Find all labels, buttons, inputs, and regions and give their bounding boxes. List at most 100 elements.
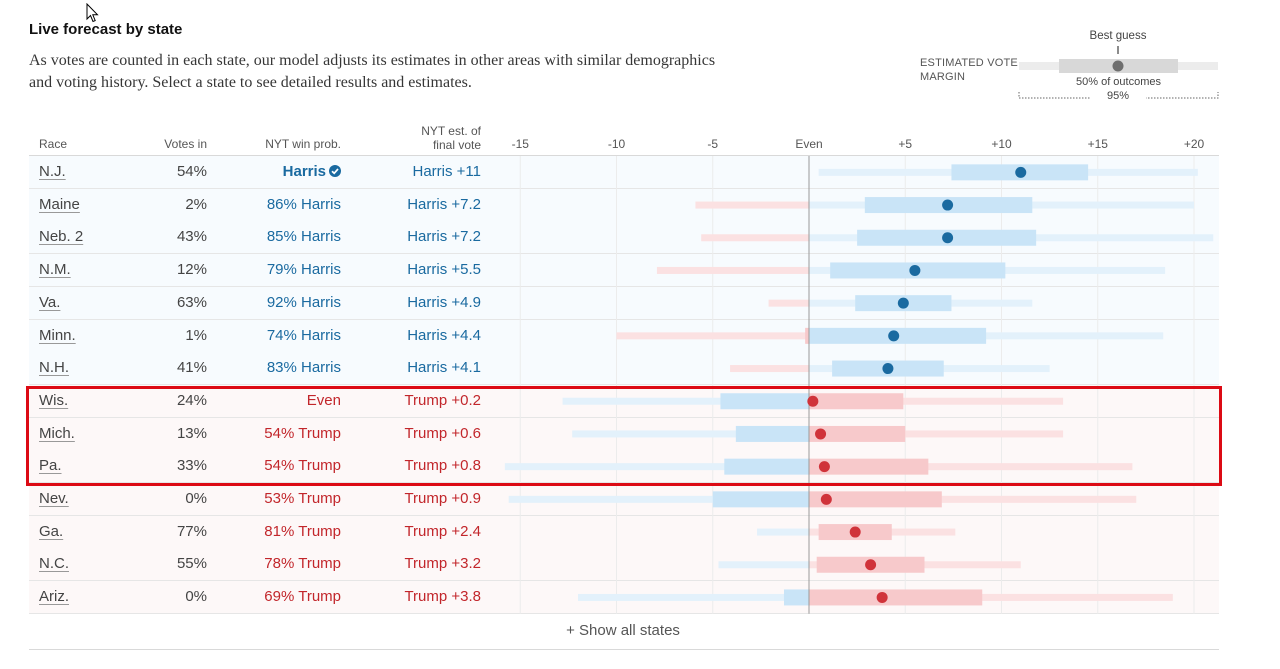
ci50-bar-trump [809, 393, 904, 410]
best-guess-dot [820, 493, 832, 505]
best-guess-dot [1015, 166, 1027, 178]
best-guess-dot [849, 526, 861, 538]
show-all-states-button[interactable]: + Show all states [566, 622, 680, 639]
votes-in-value: 77% [176, 522, 207, 540]
ci50-bar-harris [783, 589, 809, 606]
header-divider [29, 155, 1219, 156]
win-prob-value: 54% Trump [264, 457, 341, 475]
win-prob-value: Even [306, 391, 341, 409]
win-prob-value: 54% Trump [264, 424, 341, 442]
best-guess-dot [807, 395, 819, 407]
x-tick-label: -15 [512, 137, 530, 151]
x-tick-label: +10 [991, 137, 1012, 151]
best-guess-dot [818, 461, 830, 473]
race-link[interactable]: N.C. [39, 555, 69, 573]
ci95-bar-trump [809, 430, 1064, 438]
best-guess-dot [865, 559, 877, 571]
est-margin-value: Trump +0.8 [404, 457, 481, 475]
win-prob-value: Harris [283, 156, 341, 188]
col-header-est: NYT est. of final vote [421, 124, 481, 152]
race-link[interactable]: N.J. [39, 163, 66, 180]
win-prob-value: 74% Harris [266, 326, 341, 344]
votes-in-value: 12% [176, 261, 207, 279]
votes-in-value: 41% [176, 359, 207, 377]
race-link[interactable]: Wis. [39, 391, 69, 409]
votes-in-value: 1% [185, 326, 207, 344]
x-tick-label: Even [795, 137, 822, 151]
votes-in-value: 33% [176, 457, 207, 475]
ci50-bar-harris [720, 393, 809, 410]
best-guess-dot [942, 232, 954, 244]
x-tick-label: +20 [1184, 137, 1205, 151]
race-link[interactable]: N.M. [39, 261, 71, 279]
ci50-bar-harris [724, 458, 809, 475]
race-link[interactable]: Va. [39, 293, 61, 311]
race-link[interactable]: Mich. [39, 424, 75, 442]
x-tick-label: +15 [1088, 137, 1109, 151]
ci95-bar-harris [757, 528, 809, 536]
win-prob-value: 83% Harris [266, 359, 341, 377]
win-prob-value: 69% Trump [264, 588, 341, 606]
legend-best-guess: Best guess [1089, 30, 1147, 42]
est-margin-value: Harris +4.4 [407, 326, 481, 344]
est-margin-value: Trump +3.2 [404, 555, 481, 573]
votes-in-value: 24% [176, 391, 207, 409]
est-margin-value: Harris +11 [412, 163, 482, 180]
ci95-bar-trump [809, 593, 1173, 601]
est-margin-value: Harris +7.2 [407, 228, 481, 246]
col-header-est-line2: final vote [432, 138, 481, 152]
ci50-bar-trump [805, 327, 809, 344]
col-header-votes-in: Votes in [164, 137, 207, 151]
ci95-bar-trump [809, 397, 1064, 405]
race-link[interactable]: Ga. [39, 522, 64, 540]
best-guess-dot [882, 363, 894, 375]
est-margin-value: Trump +2.4 [404, 522, 481, 540]
legend-best-dot [1112, 60, 1124, 72]
votes-in-value: 43% [176, 228, 207, 246]
ci95-bar-trump [768, 299, 809, 307]
ci95-bar-harris [508, 495, 809, 503]
ci95-bar-harris [718, 561, 809, 569]
ci95-bar-trump [701, 234, 809, 242]
best-guess-dot [942, 199, 954, 211]
win-prob-value: 78% Trump [264, 555, 341, 573]
race-link[interactable]: Minn. [39, 326, 76, 344]
col-header-race: Race [39, 137, 68, 151]
ci95-bar-trump [730, 365, 809, 373]
est-margin-value: Trump +3.8 [404, 588, 481, 606]
ci50-bar-trump [809, 458, 929, 475]
race-link[interactable]: Ariz. [39, 588, 69, 606]
votes-in-value: 0% [185, 588, 207, 606]
race-link[interactable]: Maine [39, 195, 80, 213]
est-margin-value: Harris +4.9 [407, 293, 481, 311]
ci95-bar-trump [809, 495, 1137, 503]
est-margin-value: Trump +0.9 [404, 490, 481, 507]
votes-in-value: 0% [185, 490, 207, 507]
est-margin-value: Trump +0.6 [404, 424, 481, 442]
win-prob-value: 79% Harris [266, 261, 341, 279]
votes-in-value: 2% [185, 195, 207, 213]
best-guess-dot [815, 428, 827, 440]
margin-chart: -15 -10 -5 Even +5 +10 +15 +20 [504, 137, 1214, 614]
ci95-bar-trump [809, 463, 1133, 471]
race-link[interactable]: Nev. [39, 490, 69, 507]
col-header-est-line1: NYT est. of [421, 124, 481, 138]
legend-95-label: 95% [1090, 90, 1146, 102]
race-link[interactable]: Neb. 2 [39, 228, 84, 246]
race-link[interactable]: Pa. [39, 457, 62, 475]
ci95-bar-harris [504, 463, 809, 471]
ci95-bar-trump [695, 201, 809, 209]
votes-in-value: 54% [176, 163, 207, 180]
table-row[interactable]: Ga. 77% 81% Trump Trump +2.4 [29, 515, 1219, 549]
est-margin-value: Harris +7.2 [407, 195, 481, 213]
ci95-bar-harris [572, 430, 809, 438]
race-link[interactable]: N.H. [39, 359, 69, 377]
est-margin-value: Harris +4.1 [407, 359, 481, 377]
est-margin-value: Trump +0.2 [404, 391, 481, 409]
ci95-bar-harris [562, 397, 809, 405]
ci50-bar-trump [809, 491, 942, 508]
legend-50-label: 50% of outcomes [1076, 76, 1161, 88]
col-header-win-prob: NYT win prob. [265, 137, 341, 151]
best-guess-dot [888, 330, 900, 342]
winner-label: Harris [282, 163, 326, 180]
